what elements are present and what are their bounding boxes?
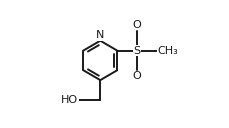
Text: N: N: [96, 30, 104, 40]
Text: O: O: [132, 20, 141, 30]
Text: CH₃: CH₃: [157, 46, 177, 56]
Text: HO: HO: [61, 95, 78, 105]
Text: S: S: [133, 46, 140, 56]
Text: O: O: [132, 71, 141, 81]
